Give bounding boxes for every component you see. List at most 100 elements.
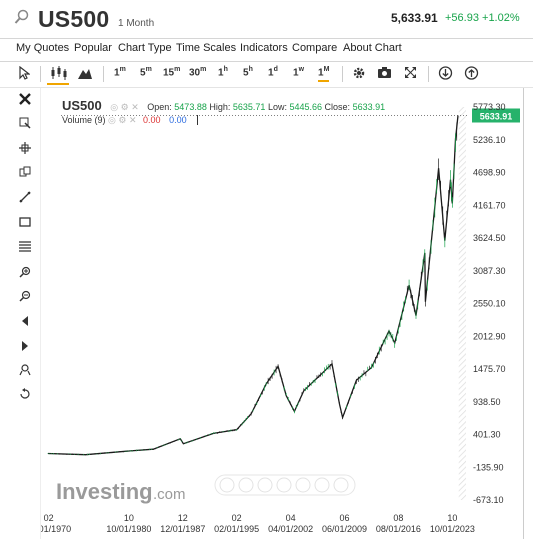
investing-watermark-suffix: .com [153,486,186,503]
price-change: +56.93 +1.02% [445,12,520,24]
price-tag [472,108,520,123]
tf-30m[interactable]: 30m [189,66,207,79]
tf-1m[interactable]: 1m [114,66,126,79]
price-tag-label: 5633.91 [480,111,513,121]
price-series-line [47,115,459,456]
drawing-tools-sidebar [8,90,36,410]
chart-nav-button [314,477,330,493]
trend-line-icon[interactable] [19,191,31,203]
open-value: 5473.88 [174,102,207,112]
last-price: 5,633.91 [391,11,438,25]
symbol-title: US500 [38,6,110,32]
tf-1d[interactable]: 1d [268,66,278,79]
x-tick-date: 10/01/1980 [106,524,151,534]
reset-icon[interactable] [19,388,31,400]
chart-area[interactable]: Investing .com 5633.91 5773.30 5236.10 4698… [40,88,524,539]
y-tick-label: 2012.90 [473,331,506,341]
high-value: 5635.71 [232,102,266,112]
chart-nav-button [295,477,311,493]
volume-legend: Volume (9) ◎ ⚙ ✕ 0.00 0.00 [62,115,198,126]
y-tick-label: 5773.30 [473,102,506,112]
y-tick-label: 4161.70 [473,200,506,210]
x-tick-top: 06 [340,513,350,523]
y-tick-label: 938.50 [473,397,501,407]
tf-1h[interactable]: 1h [218,66,228,79]
legend-symbol: US500 [62,98,102,113]
chart-nav-button [219,477,235,493]
x-tick-top: 12 [178,513,188,523]
tf-5h[interactable]: 5h [243,66,253,79]
chart-menu: My Quotes Popular Chart Type Time Scales… [0,38,533,62]
tf-1w[interactable]: 1w [293,66,305,79]
tf-15m[interactable]: 15m [163,66,181,79]
chart-nav-button [257,477,273,493]
y-tick-label: 4698.90 [473,168,506,178]
volume-value-1: 0.00 [143,115,161,125]
menu-my-quotes[interactable]: My Quotes [16,42,70,54]
menu-popular[interactable]: Popular [74,42,112,54]
y-tick-label: 5236.10 [473,135,506,145]
camera-icon[interactable] [377,66,392,79]
x-tick-date: 02/01/1970 [41,524,71,534]
tf-5m[interactable]: 5m [140,66,152,79]
menu-indicators[interactable]: Indicators [240,42,288,54]
x-tick-top: 08 [393,513,403,523]
settings-gear-icon[interactable] [352,66,366,80]
close-value: 5633.91 [352,102,386,112]
x-tick-date: 02/01/1995 [214,524,259,534]
future-hatch [458,107,466,500]
y-tick-label: 3087.30 [473,266,506,276]
investing-watermark: Investing [56,479,153,504]
ohlc-legend: US500 ◎ ⚙ ✕ Open: 5473.88 High: 5635.71 … [62,98,386,113]
volume-controls[interactable]: ◎ ⚙ ✕ [108,115,137,125]
x-tick-date: 08/01/2016 [376,524,421,534]
magnet-icon[interactable] [19,364,31,376]
y-tick-label: -673.10 [473,495,504,505]
select-cursor-icon[interactable] [19,117,31,129]
zoom-in-icon[interactable] [19,266,31,278]
menu-compare[interactable]: Compare [292,42,338,54]
rectangle-tool-icon[interactable] [19,216,31,228]
x-tick-top: 04 [286,513,296,523]
candlestick-icon[interactable] [50,65,68,81]
x-tick-date: 12/01/1987 [160,524,205,534]
chart-nav-button [276,477,292,493]
fullscreen-icon[interactable] [404,66,417,79]
y-tick-label: 2550.10 [473,299,506,309]
tf-1M[interactable]: 1M [318,66,330,83]
cloud-upload-icon[interactable] [464,66,479,80]
copy-icon[interactable] [19,166,31,178]
x-tick-top: 02 [232,513,242,523]
price-chart[interactable]: Investing .com 5633.91 5773.30 5236.10 4698… [41,88,523,539]
y-tick-label: 3624.50 [473,233,506,243]
zoom-out-icon[interactable] [19,290,31,302]
scroll-left-icon[interactable] [19,315,31,327]
header: US500 1 Month 5,633.91 +56.93 +1.02% [0,0,533,38]
x-tick-top: 02 [44,513,54,523]
chart-nav-button [238,477,254,493]
cloud-download-icon[interactable] [438,66,453,80]
mountain-chart-icon[interactable] [77,66,93,80]
search-icon[interactable] [14,9,30,25]
legend-controls[interactable]: ◎ ⚙ ✕ [110,102,139,112]
low-value: 5445.66 [289,102,323,112]
menu-about-chart[interactable]: About Chart [343,42,402,54]
crosshair-icon[interactable] [19,142,31,154]
chart-toolbar: 1m 5m 15m 30m 1h 5h 1d 1w 1M [0,61,533,88]
x-tick-top: 10 [447,513,457,523]
horizontal-lines-icon[interactable] [19,240,31,252]
x-tick-date: 04/01/2002 [268,524,313,534]
menu-time-scales[interactable]: Time Scales [176,42,237,54]
period-label: 1 Month [118,18,155,29]
chart-nav-button [333,477,349,493]
chart-nav-pill [214,474,356,496]
x-tick-date: 10/01/2023 [430,524,475,534]
close-icon[interactable] [19,93,31,105]
volume-value-2: 0.00 [169,115,187,125]
x-tick-date: 06/01/2009 [322,524,367,534]
cursor-icon[interactable] [18,66,30,80]
active-indicator [47,83,69,85]
scroll-right-icon[interactable] [19,340,31,352]
y-tick-label: 1475.70 [473,364,506,374]
menu-chart-type[interactable]: Chart Type [118,42,172,54]
